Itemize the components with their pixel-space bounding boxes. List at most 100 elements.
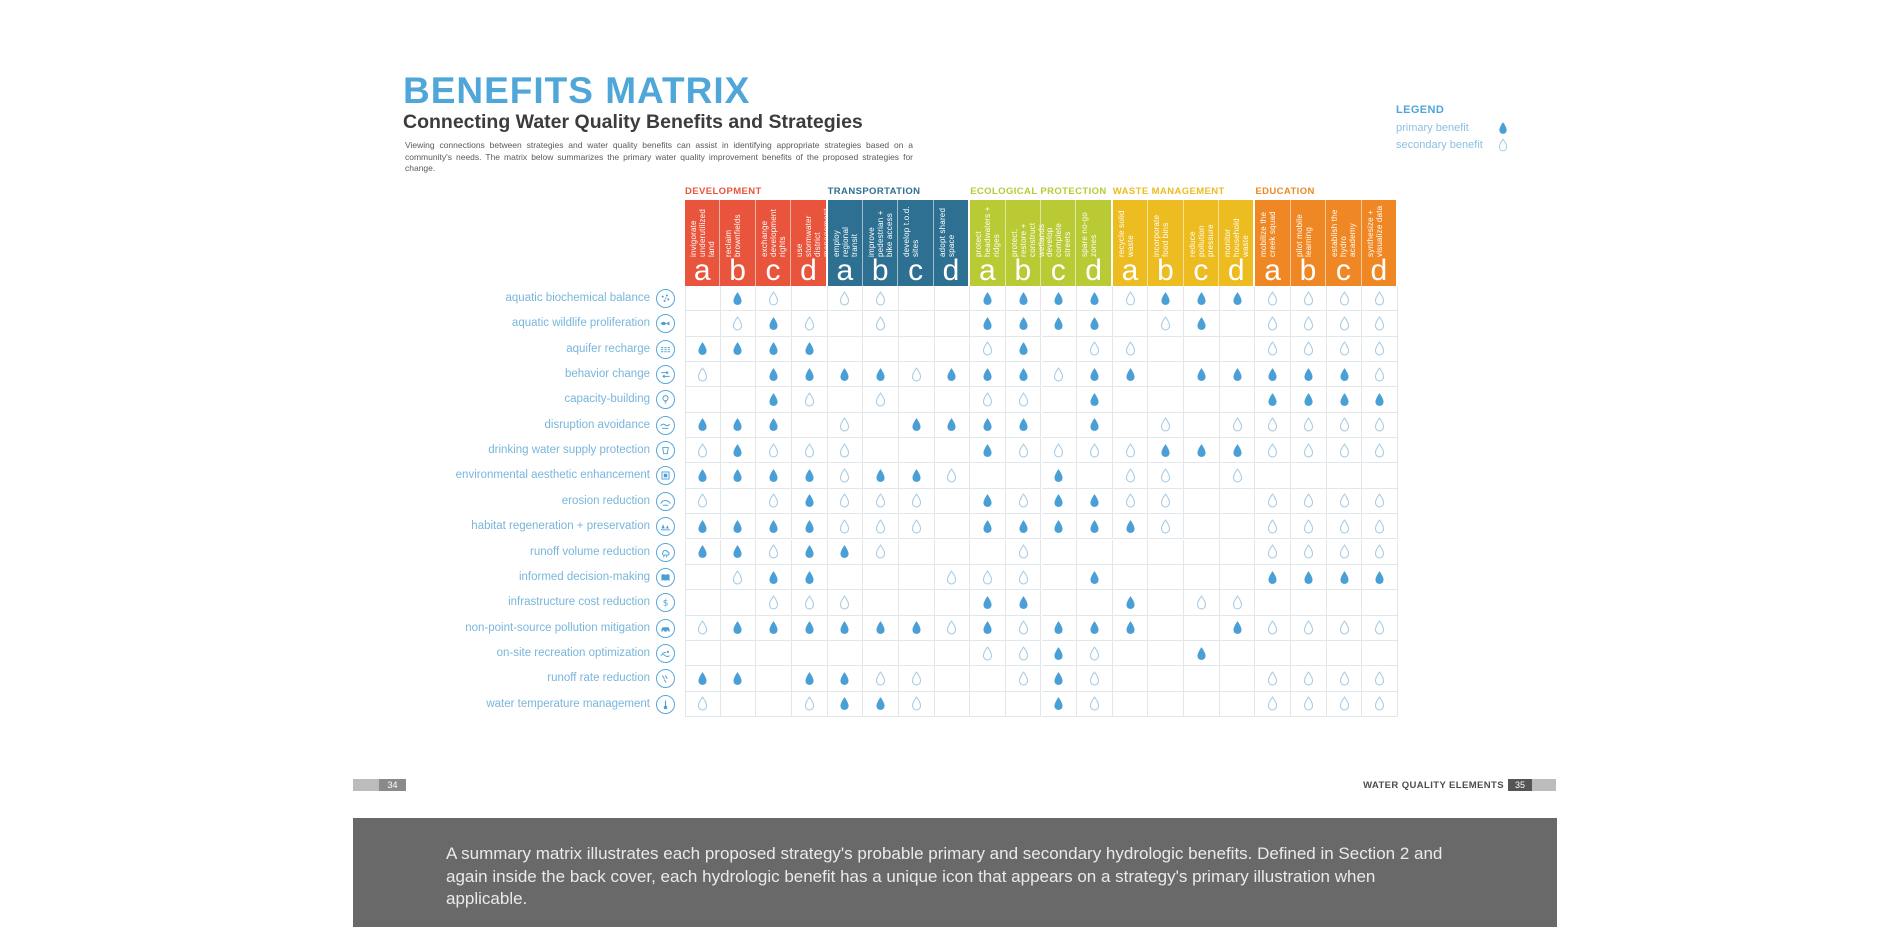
matrix-cell bbox=[863, 691, 899, 717]
matrix-cell bbox=[1005, 666, 1042, 692]
secondary-benefit-droplet bbox=[1303, 696, 1313, 711]
matrix-cell bbox=[1326, 539, 1363, 565]
secondary-benefit-droplet bbox=[1339, 696, 1349, 711]
secondary-benefit-droplet bbox=[1303, 417, 1313, 432]
matrix-cell bbox=[970, 615, 1006, 641]
primary-benefit-droplet bbox=[840, 697, 849, 711]
matrix-cell bbox=[1219, 362, 1256, 388]
matrix-cell bbox=[685, 336, 721, 363]
matrix-cell bbox=[934, 438, 971, 464]
primary-benefit-droplet bbox=[733, 469, 742, 483]
matrix-cell bbox=[863, 615, 899, 641]
matrix-cell bbox=[1362, 463, 1398, 489]
matrix-cell bbox=[1291, 438, 1327, 464]
matrix-cell bbox=[1362, 640, 1398, 667]
secondary-benefit-droplet bbox=[1268, 417, 1278, 432]
secondary-benefit-droplet bbox=[911, 366, 921, 382]
matrix-cell bbox=[1291, 691, 1327, 717]
matrix-cell bbox=[1005, 438, 1042, 464]
secondary-benefit-droplet bbox=[1161, 417, 1171, 432]
legend-secondary-label: secondary benefit bbox=[1396, 138, 1483, 151]
primary-benefit-droplet bbox=[805, 672, 814, 685]
secondary-benefit-droplet bbox=[875, 518, 886, 534]
secondary-benefit-droplet bbox=[1161, 493, 1171, 508]
matrix-cell bbox=[1077, 286, 1113, 312]
matrix-cell bbox=[685, 438, 721, 464]
category-band: invigorate underutilized land a reclaim br… bbox=[685, 200, 831, 287]
matrix-cell bbox=[1362, 564, 1398, 591]
benefits-matrix: DEVELOPMENT invigorate underutilized land… bbox=[456, 186, 1398, 718]
matrix-cell bbox=[756, 691, 792, 717]
matrix-cell bbox=[1005, 514, 1042, 540]
matrix-cell bbox=[827, 336, 864, 363]
matrix-cell bbox=[1219, 514, 1256, 540]
matrix-cell bbox=[756, 666, 792, 692]
strategy-column-header: invigorate underutilized land a bbox=[685, 200, 721, 286]
secondary-benefit-droplet bbox=[1054, 442, 1064, 458]
matrix-cell bbox=[1184, 463, 1220, 489]
matrix-cell bbox=[1005, 640, 1042, 667]
secondary-benefit-droplet bbox=[1303, 518, 1313, 534]
primary-benefit-droplet bbox=[769, 342, 778, 356]
secondary-benefit-droplet bbox=[1125, 468, 1135, 483]
matrix-cell bbox=[934, 463, 971, 489]
matrix-cell bbox=[1362, 438, 1398, 464]
primary-benefit-droplet bbox=[1090, 519, 1099, 533]
secondary-benefit-droplet bbox=[1018, 569, 1028, 584]
matrix-cell bbox=[1041, 488, 1078, 515]
matrix-cell bbox=[1005, 590, 1042, 616]
matrix-cell bbox=[1148, 286, 1185, 312]
lightbulb-icon bbox=[656, 390, 675, 410]
matrix-cell bbox=[1077, 463, 1113, 489]
hill-icon bbox=[656, 491, 675, 511]
matrix-cell bbox=[1005, 615, 1042, 641]
matrix-cell bbox=[1184, 286, 1220, 312]
wave-icon bbox=[656, 415, 675, 435]
primary-benefit-droplet bbox=[840, 672, 849, 685]
matrix-cell bbox=[898, 488, 935, 515]
secondary-benefit-droplet bbox=[1375, 544, 1385, 559]
secondary-benefit-droplet bbox=[1303, 316, 1313, 331]
matrix-cell bbox=[1005, 412, 1042, 439]
secondary-benefit-droplet bbox=[698, 442, 708, 458]
swimmer-icon bbox=[656, 643, 675, 663]
matrix-cell bbox=[756, 590, 792, 616]
matrix-cell bbox=[1255, 564, 1292, 591]
matrix-cell bbox=[1219, 412, 1256, 439]
strategy-label: invigorate underutilized land bbox=[689, 209, 716, 257]
primary-benefit-droplet bbox=[769, 393, 778, 406]
primary-benefit-droplet bbox=[1054, 519, 1063, 533]
strategy-letter: b bbox=[871, 254, 889, 287]
secondary-benefit-droplet bbox=[982, 341, 993, 356]
strategy-column-header: mobilize the creek squad a bbox=[1255, 200, 1291, 286]
matrix-cell bbox=[685, 539, 721, 565]
primary-benefit-droplet bbox=[983, 443, 992, 457]
primary-benefit-droplet bbox=[1019, 519, 1028, 533]
primary-benefit-droplet bbox=[912, 621, 921, 635]
primary-benefit-droplet bbox=[1339, 367, 1349, 381]
secondary-benefit-droplet bbox=[1303, 671, 1313, 686]
matrix-cell bbox=[791, 539, 828, 565]
matrix-cell bbox=[1326, 691, 1363, 717]
matrix-cell bbox=[685, 590, 721, 616]
strategy-label: improve pedestrian + bike access bbox=[867, 210, 894, 257]
strategy-column-header: incorporate food bins b bbox=[1148, 200, 1184, 286]
matrix-cell bbox=[1148, 311, 1185, 337]
strategy-column-header: establish the hydro academy c bbox=[1326, 200, 1362, 286]
matrix-cell bbox=[1326, 564, 1363, 591]
matrix-cell bbox=[685, 564, 721, 591]
matrix-cell bbox=[827, 590, 864, 616]
matrix-cell bbox=[756, 488, 792, 515]
row-label: environmental aesthetic enhancement bbox=[455, 469, 650, 482]
matrix-cell bbox=[1326, 336, 1363, 363]
strategy-column-header: spare no-go zones d bbox=[1076, 200, 1110, 286]
strategy-letter: d bbox=[800, 254, 817, 287]
matrix-cell bbox=[1219, 438, 1256, 464]
primary-benefit-droplet bbox=[1161, 443, 1170, 457]
matrix-cell bbox=[1326, 666, 1363, 692]
secondary-benefit-droplet bbox=[1375, 493, 1385, 508]
secondary-benefit-droplet bbox=[1375, 696, 1385, 711]
matrix-cell bbox=[756, 362, 792, 388]
secondary-benefit-droplet bbox=[1018, 645, 1028, 661]
